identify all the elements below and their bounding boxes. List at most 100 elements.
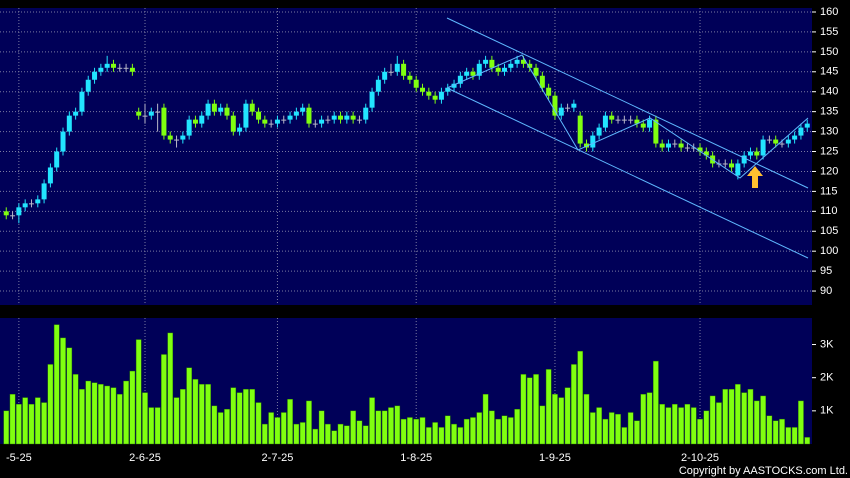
volume-bar (356, 420, 363, 445)
volume-bar (142, 392, 148, 445)
volume-bar (489, 410, 495, 445)
volume-bar (495, 418, 501, 445)
volume-bar (325, 423, 331, 445)
candle-body (672, 143, 678, 145)
volume-bar (135, 339, 142, 445)
volume-bar (180, 389, 186, 445)
volume-bar (678, 407, 684, 445)
candle-body (287, 115, 293, 120)
candle-body (779, 143, 785, 145)
y-tick-label: 90 (820, 285, 832, 297)
candle-body (401, 63, 407, 76)
candle-body (583, 143, 589, 148)
candle-body (211, 103, 217, 112)
candle-body (420, 87, 426, 92)
candle-body (432, 95, 438, 100)
candle-body (470, 71, 476, 76)
volume-bar (104, 385, 110, 445)
x-tick-label: 1-9-25 (539, 452, 571, 464)
volume-bar (772, 420, 779, 445)
candle-body (590, 135, 596, 148)
candle-body (224, 107, 230, 116)
volume-bar (28, 404, 35, 445)
candle-body (451, 83, 457, 88)
volume-bar (243, 389, 249, 445)
volume-bar (520, 374, 527, 445)
volume-bar (262, 423, 268, 445)
candle-body (256, 111, 262, 120)
volume-bar (564, 387, 571, 445)
candle-body (502, 67, 508, 72)
volume-bar (753, 400, 760, 445)
volume-bar (9, 394, 16, 445)
volume-bar (470, 417, 476, 445)
candle-body (464, 71, 470, 76)
volume-bar (602, 418, 609, 445)
y-tick-label: 145 (820, 66, 838, 78)
candle-body (312, 123, 318, 125)
volume-bar (627, 412, 634, 445)
trend-line (446, 17, 809, 189)
volume-bar (375, 410, 382, 445)
volume-bar (60, 337, 66, 445)
volume-bar (224, 408, 230, 445)
candle-body (741, 155, 747, 164)
candle-body (735, 163, 741, 176)
candle-body (338, 115, 344, 120)
candle-body (445, 87, 451, 92)
candle-body (760, 139, 766, 156)
arrow-icon (747, 166, 763, 188)
volume-bar (350, 410, 356, 445)
volume-bar (318, 410, 325, 445)
candle-body (438, 91, 444, 100)
volume-bar (646, 392, 653, 445)
volume-bar (186, 367, 192, 445)
volume-bar (558, 397, 565, 445)
volume-bar (444, 415, 451, 445)
candle-body (319, 119, 325, 124)
volume-bar (312, 428, 319, 445)
volume-bar (72, 374, 79, 445)
candle-body (47, 167, 53, 184)
y-tick-label: 100 (820, 245, 838, 257)
candle-body (199, 115, 205, 124)
volume-bar (526, 377, 533, 445)
y-tick-label: 135 (820, 106, 838, 118)
volume-bar (709, 395, 716, 445)
candle-body (691, 147, 697, 149)
volume-bar (741, 392, 747, 445)
candle-body (117, 67, 123, 69)
candle-body (388, 71, 394, 73)
y-tick-label: 155 (820, 26, 838, 38)
volume-bar (22, 397, 28, 445)
volume-bar (198, 384, 205, 445)
candle-body (205, 103, 211, 116)
candle-body (10, 215, 16, 217)
volume-bar (684, 404, 691, 445)
volume-bar (85, 380, 92, 445)
candle-body (142, 115, 148, 117)
candle-body (174, 139, 180, 141)
y-tick-label: 130 (820, 125, 838, 137)
candle-body (66, 115, 72, 132)
candle-body (85, 79, 91, 92)
candle-body (230, 115, 236, 132)
candle-body (306, 107, 312, 124)
volume-bar (400, 418, 407, 445)
candle-body (640, 123, 646, 128)
y-tick-label: 160 (820, 6, 838, 18)
volume-bar (34, 397, 41, 445)
candle-body (697, 147, 703, 152)
volume-bar (299, 422, 306, 445)
volume-bar (344, 425, 350, 445)
candle-body (300, 107, 306, 112)
candle-body (527, 63, 533, 68)
x-tick-label: -5-25 (6, 452, 32, 464)
x-tick-label: 2-7-25 (262, 452, 294, 464)
candle-body (798, 127, 804, 136)
volume-bar (98, 384, 104, 445)
volume-bar (798, 400, 804, 445)
candle-body (615, 119, 621, 121)
candle-body (634, 119, 640, 124)
